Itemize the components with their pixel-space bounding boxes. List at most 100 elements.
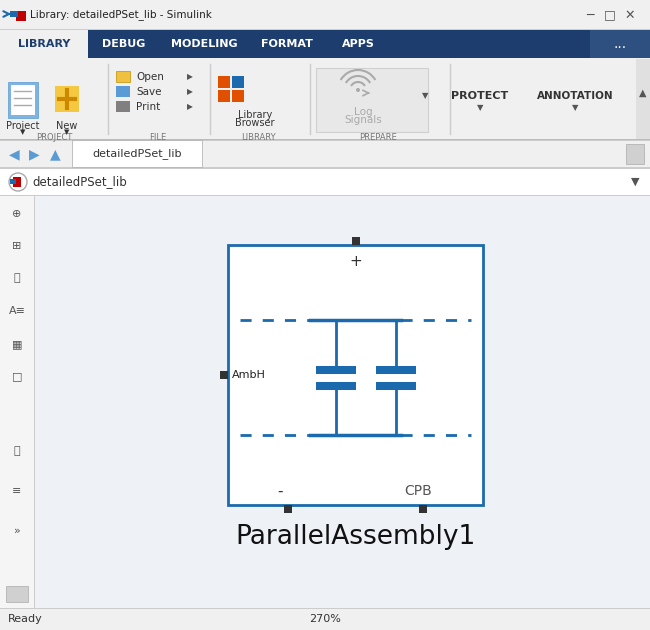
- Bar: [0, 167, 650, 168]
- Text: ✕: ✕: [625, 8, 635, 21]
- Bar: [232, 90, 244, 102]
- Text: ⌖: ⌖: [14, 446, 20, 456]
- Text: □: □: [12, 371, 22, 381]
- Bar: [10, 179, 16, 184]
- Text: ▼: ▼: [422, 91, 428, 101]
- Text: □: □: [604, 8, 616, 21]
- Text: AmbH: AmbH: [232, 370, 266, 380]
- Bar: [232, 76, 244, 88]
- Text: ...: ...: [614, 37, 627, 51]
- Text: ▼: ▼: [630, 177, 639, 187]
- Text: ▼: ▼: [476, 103, 483, 113]
- Bar: [419, 505, 427, 513]
- Bar: [6, 586, 28, 602]
- Bar: [116, 71, 130, 82]
- Text: CPB: CPB: [404, 484, 432, 498]
- Bar: [220, 371, 228, 379]
- Text: ▦: ▦: [12, 339, 22, 349]
- Bar: [284, 505, 292, 513]
- Bar: [0, 29, 650, 30]
- Text: ▼: ▼: [64, 129, 70, 135]
- Bar: [0, 30, 88, 58]
- Bar: [35, 196, 650, 608]
- Bar: [218, 90, 230, 102]
- Text: ▶: ▶: [187, 88, 193, 96]
- Bar: [626, 144, 644, 164]
- Text: A≡: A≡: [8, 306, 25, 316]
- Bar: [0, 30, 650, 58]
- Bar: [34, 196, 35, 608]
- Bar: [316, 382, 356, 389]
- Text: ANNOTATION: ANNOTATION: [537, 91, 614, 101]
- Text: LIBRARY: LIBRARY: [18, 39, 70, 49]
- Text: DEBUG: DEBUG: [102, 39, 146, 49]
- Text: ParallelAssembly1: ParallelAssembly1: [235, 524, 476, 550]
- Text: Log: Log: [354, 107, 372, 117]
- Text: Library: Library: [238, 110, 272, 120]
- Text: ▶: ▶: [187, 103, 193, 112]
- Text: MODELING: MODELING: [171, 39, 237, 49]
- Bar: [11, 85, 35, 115]
- Text: ◀: ◀: [8, 147, 20, 161]
- Text: PREPARE: PREPARE: [359, 132, 397, 142]
- Text: ▲: ▲: [639, 88, 647, 98]
- Text: ▶: ▶: [187, 72, 193, 81]
- Text: Save: Save: [136, 87, 161, 97]
- Text: Ready: Ready: [8, 614, 43, 624]
- Bar: [0, 139, 650, 140]
- Bar: [0, 140, 650, 141]
- Bar: [316, 68, 428, 132]
- Text: Library: detailedPSet_lib - Simulink: Library: detailedPSet_lib - Simulink: [30, 9, 212, 20]
- Text: ⊞: ⊞: [12, 241, 21, 251]
- Text: detailedPSet_lib: detailedPSet_lib: [32, 176, 127, 188]
- Text: PROTECT: PROTECT: [451, 91, 508, 101]
- Bar: [316, 365, 356, 374]
- Bar: [0, 168, 650, 196]
- Bar: [0, 608, 650, 630]
- Bar: [0, 195, 650, 196]
- Bar: [0, 608, 650, 609]
- Bar: [590, 30, 650, 58]
- Text: Open: Open: [136, 72, 164, 82]
- Text: ▲: ▲: [49, 147, 60, 161]
- Circle shape: [356, 88, 360, 92]
- Bar: [16, 11, 26, 21]
- Bar: [72, 140, 202, 167]
- Bar: [228, 245, 483, 505]
- Text: ⤢: ⤢: [14, 273, 20, 283]
- Text: ─: ─: [586, 8, 593, 21]
- Text: Print: Print: [136, 102, 161, 112]
- Text: -: -: [278, 483, 283, 498]
- Bar: [352, 237, 359, 245]
- Text: detailedPSet_lib: detailedPSet_lib: [92, 149, 182, 159]
- Bar: [8, 82, 38, 118]
- Text: ▶: ▶: [29, 147, 39, 161]
- Text: PROJECT: PROJECT: [36, 132, 72, 142]
- Bar: [0, 58, 650, 140]
- Text: Signals: Signals: [344, 115, 382, 125]
- Bar: [376, 365, 416, 374]
- Text: ≡: ≡: [12, 486, 21, 496]
- Text: FILE: FILE: [150, 132, 166, 142]
- Bar: [10, 11, 18, 17]
- Text: LIBRARY: LIBRARY: [240, 132, 276, 142]
- Bar: [13, 177, 21, 187]
- Text: FORMAT: FORMAT: [261, 39, 313, 49]
- Bar: [0, 196, 35, 608]
- Text: APPS: APPS: [341, 39, 374, 49]
- Bar: [55, 86, 79, 112]
- Bar: [116, 86, 130, 97]
- Circle shape: [9, 173, 27, 191]
- Text: ▼: ▼: [572, 103, 578, 113]
- Bar: [218, 76, 230, 88]
- Bar: [0, 168, 650, 169]
- Bar: [116, 101, 130, 112]
- Text: New: New: [57, 121, 78, 131]
- Text: 270%: 270%: [309, 614, 341, 624]
- Text: »: »: [14, 526, 20, 536]
- Text: ▼: ▼: [20, 129, 26, 135]
- Text: +: +: [349, 253, 362, 268]
- Bar: [376, 382, 416, 389]
- Bar: [0, 140, 650, 168]
- Text: Browser: Browser: [235, 118, 275, 128]
